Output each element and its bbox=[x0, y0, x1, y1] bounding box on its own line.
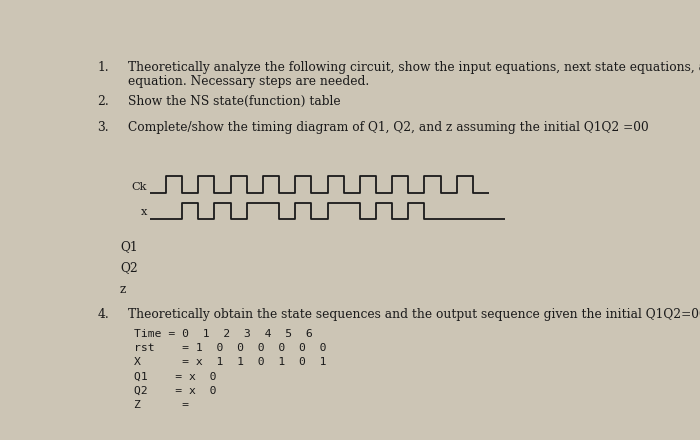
Text: Complete/show the timing diagram of Q1, Q2, and z assuming the initial Q1Q2 =00: Complete/show the timing diagram of Q1, … bbox=[128, 121, 649, 134]
Text: x: x bbox=[141, 207, 147, 217]
Text: Ck: Ck bbox=[132, 182, 147, 192]
Text: 4.: 4. bbox=[97, 308, 109, 321]
Text: Theoretically obtain the state sequences and the output sequence given the initi: Theoretically obtain the state sequences… bbox=[128, 308, 700, 321]
Text: Q2: Q2 bbox=[120, 261, 138, 274]
Text: z: z bbox=[120, 282, 127, 296]
Text: 2.: 2. bbox=[97, 95, 109, 108]
Text: Q2    = x  0: Q2 = x 0 bbox=[134, 386, 216, 396]
Text: Show the NS state(function) table: Show the NS state(function) table bbox=[128, 95, 341, 108]
Text: 1.: 1. bbox=[97, 61, 109, 74]
Text: Q1: Q1 bbox=[120, 240, 138, 253]
Text: rst    = 1  0  0  0  0  0  0: rst = 1 0 0 0 0 0 0 bbox=[134, 343, 326, 353]
Text: X      = x  1  1  0  1  0  1: X = x 1 1 0 1 0 1 bbox=[134, 357, 326, 367]
Text: equation. Necessary steps are needed.: equation. Necessary steps are needed. bbox=[128, 75, 370, 88]
Text: Q1    = x  0: Q1 = x 0 bbox=[134, 372, 216, 381]
Text: Theoretically analyze the following circuit, show the input equations, next stat: Theoretically analyze the following circ… bbox=[128, 61, 700, 74]
Text: Time = 0  1  2  3  4  5  6: Time = 0 1 2 3 4 5 6 bbox=[134, 329, 312, 339]
Text: Z      =: Z = bbox=[134, 400, 188, 410]
Text: 3.: 3. bbox=[97, 121, 109, 134]
